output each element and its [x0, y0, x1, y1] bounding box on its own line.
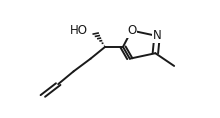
- Text: HO: HO: [70, 24, 88, 37]
- Text: N: N: [153, 30, 161, 42]
- Text: O: O: [127, 24, 136, 37]
